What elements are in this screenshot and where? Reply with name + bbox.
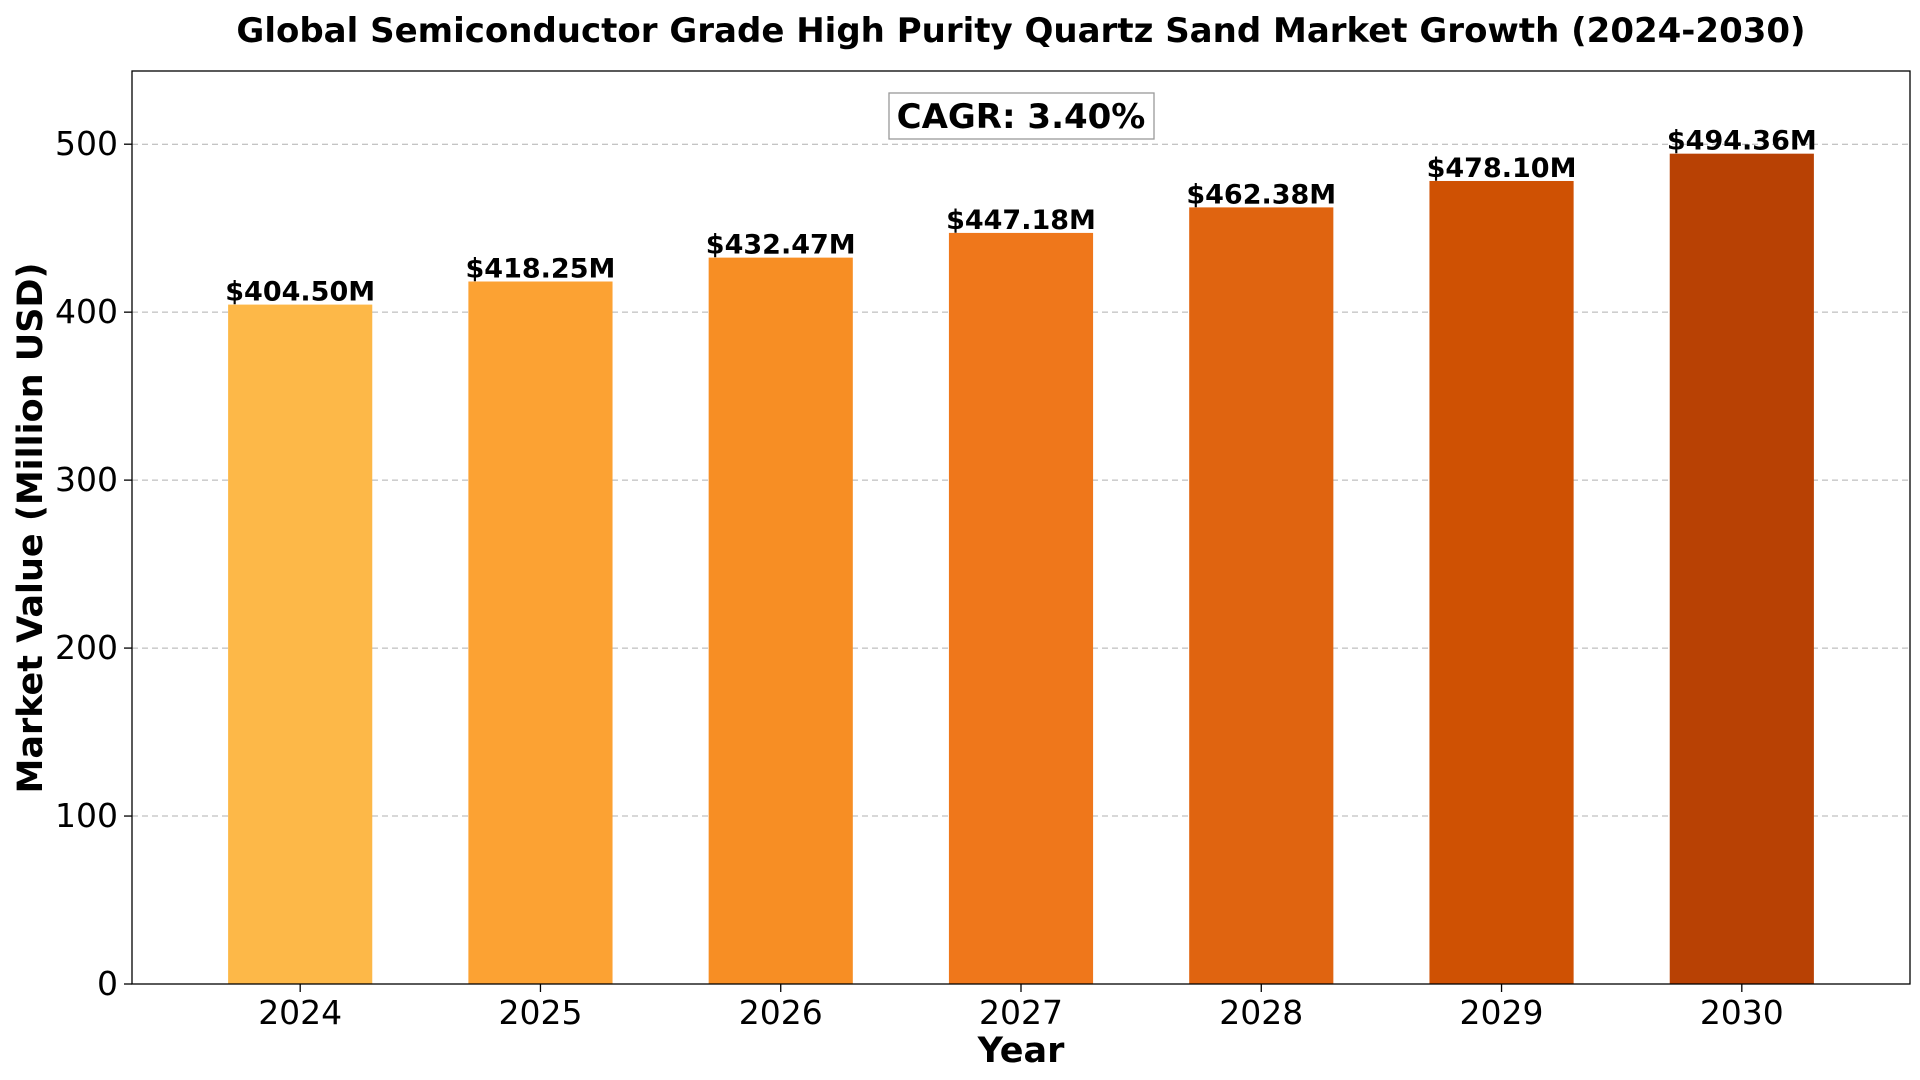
y-tick-label: 400 [55,292,118,331]
x-tick-label: 2029 [1460,993,1544,1032]
data-label-2027: $447.18M [946,205,1096,236]
x-tick-label: 2024 [258,993,342,1032]
bars [228,153,1814,985]
data-label-2028: $462.38M [1186,179,1336,210]
y-tick-label: 0 [97,964,118,1003]
y-tick-label: 500 [55,124,118,163]
grid-lines [132,143,1910,817]
bar-2024 [228,304,373,984]
x-tick-label: 2028 [1219,993,1303,1032]
data-label-2025: $418.25M [466,254,616,285]
x-tick-label: 2027 [979,993,1063,1032]
x-tick-label: 2026 [739,993,823,1032]
y-axis-label: Market Value (Million USD) [11,263,51,794]
cagr-box-frame [888,92,1155,140]
x-axis-ticks: 2024 2025 2026 2027 2028 2029 2030 [258,984,1784,1032]
bar-2027 [948,232,1094,985]
y-tick-label: 100 [55,796,118,835]
cagr-text: CAGR: 3.40% [897,97,1146,137]
y-tick-label: 200 [55,628,118,667]
bar-2030 [1669,153,1814,985]
data-label-2024: $404.50M [225,277,375,308]
bar-2029 [1429,180,1574,984]
x-tick-label: 2025 [498,993,582,1032]
bar-2026 [708,257,853,984]
chart-title: Global Semiconductor Grade High Purity Q… [236,11,1805,51]
y-tick-label: 300 [55,460,118,499]
x-axis-label: Year [977,1031,1065,1071]
data-labels: $404.50M $418.25M $432.47M $447.18M $462.38M… [225,126,1816,308]
cagr-annotation: CAGR: 3.40% [888,92,1155,140]
data-label-2030: $494.36M [1667,126,1817,157]
data-label-2029: $478.10M [1427,153,1577,184]
bar-2025 [468,281,613,984]
x-tick-label: 2030 [1700,993,1784,1032]
y-axis-ticks: 0 100 200 300 400 500 [55,124,132,1003]
data-label-2026: $432.47M [706,230,856,261]
bar-2028 [1189,207,1334,984]
